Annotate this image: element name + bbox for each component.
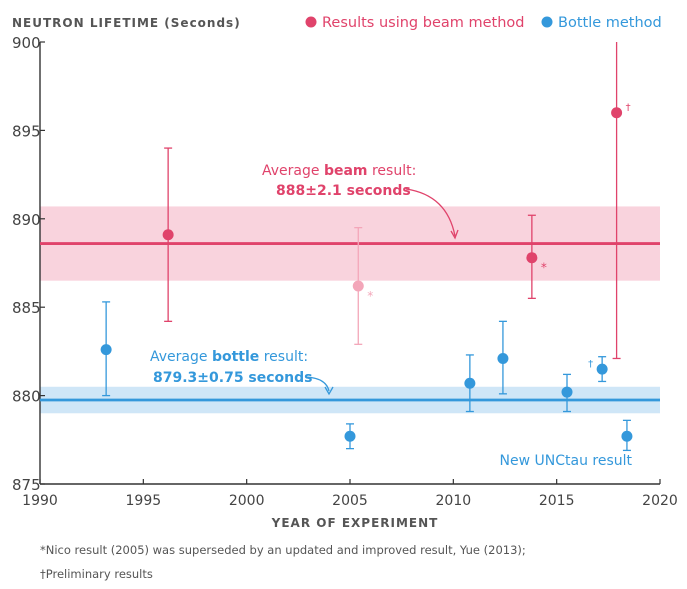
- beam-data-point: [162, 147, 174, 322]
- data-points: * * † †: [100, 42, 633, 452]
- beam-annotation-arrowhead: [450, 229, 459, 240]
- x-axis-label: YEAR OF EXPERIMENT: [271, 516, 439, 530]
- y-tick-label: 880: [12, 388, 41, 406]
- beam-average-value: 888±2.1 seconds: [276, 183, 411, 199]
- chart-axes: 875 880 885 890 895 900 1990 1995 2000 2005 2010 20…: [12, 34, 678, 509]
- beam-average-annotation: Average beam result: 888±2.1 seconds: [262, 163, 459, 240]
- y-tick-label: 875: [12, 476, 41, 494]
- footnote-nico: *Nico result (2005) was superseded by an…: [40, 543, 526, 557]
- x-tick-label: 2015: [539, 493, 575, 509]
- chart-title: NEUTRON LIFETIME (Seconds): [12, 16, 241, 30]
- point-marker: [464, 377, 476, 389]
- x-tick-label: 2020: [642, 493, 678, 509]
- point-marker: [352, 280, 364, 292]
- point-marker: [526, 252, 538, 264]
- beam-average-label: Average beam result:: [262, 163, 416, 179]
- footnote-preliminary: †Preliminary results: [40, 567, 153, 581]
- point-marker: [596, 363, 608, 375]
- point-footnote-mark: *: [367, 289, 373, 303]
- bottle-data-point: [621, 419, 633, 452]
- average-lines: [40, 242, 660, 402]
- bottle-data-point: †: [588, 356, 608, 383]
- point-footnote-mark: *: [541, 261, 547, 275]
- point-marker: [611, 107, 623, 119]
- point-marker: [162, 229, 174, 241]
- bottle-data-point: [344, 423, 356, 450]
- point-footnote-mark: †: [588, 359, 593, 370]
- bottle-annotation-arrow: [305, 376, 330, 392]
- point-footnote-mark: †: [626, 103, 631, 114]
- legend-bottle-label: Bottle method: [558, 15, 662, 31]
- y-tick-label: 895: [12, 122, 41, 140]
- x-tick-label: 1990: [22, 493, 58, 509]
- bottle-average-label: Average bottle result:: [150, 349, 308, 365]
- beam-data-point: *: [526, 214, 547, 300]
- beam-data-point: *: [352, 226, 373, 345]
- point-marker: [497, 352, 509, 364]
- legend-beam-marker: [305, 16, 317, 28]
- bottle-data-point: [561, 373, 573, 413]
- bottle-data-point: [100, 301, 112, 397]
- bottle-average-value: 879.3±0.75 seconds: [153, 370, 313, 386]
- point-marker: [561, 386, 573, 398]
- y-tick-label: 885: [12, 299, 41, 317]
- bottle-average-annotation: Average bottle result: 879.3±0.75 second…: [150, 349, 334, 396]
- bottle-data-point: [464, 354, 476, 413]
- point-marker: [100, 344, 112, 356]
- neutron-lifetime-chart: 875 880 885 890 895 900 1990 1995 2000 2005 2010 20…: [12, 15, 678, 530]
- new-unctau-label: New UNCtau result: [500, 453, 633, 469]
- point-marker: [621, 430, 633, 442]
- beam-annotation-arrow: [405, 188, 456, 237]
- bottle-annotation-arrowhead: [324, 386, 334, 396]
- x-tick-label: 2005: [332, 493, 368, 509]
- x-tick-label: 1995: [126, 493, 162, 509]
- x-tick-label: 2000: [229, 493, 265, 509]
- bottle-data-point: [497, 320, 509, 395]
- y-tick-label: 890: [12, 211, 41, 229]
- legend-beam-label: Results using beam method: [322, 15, 524, 31]
- legend: Results using beam method Bottle method: [305, 15, 662, 31]
- beam-data-point: †: [611, 42, 631, 360]
- point-marker: [344, 430, 356, 442]
- legend-bottle-marker: [541, 16, 553, 28]
- y-tick-label: 900: [12, 34, 41, 52]
- x-tick-label: 2010: [436, 493, 472, 509]
